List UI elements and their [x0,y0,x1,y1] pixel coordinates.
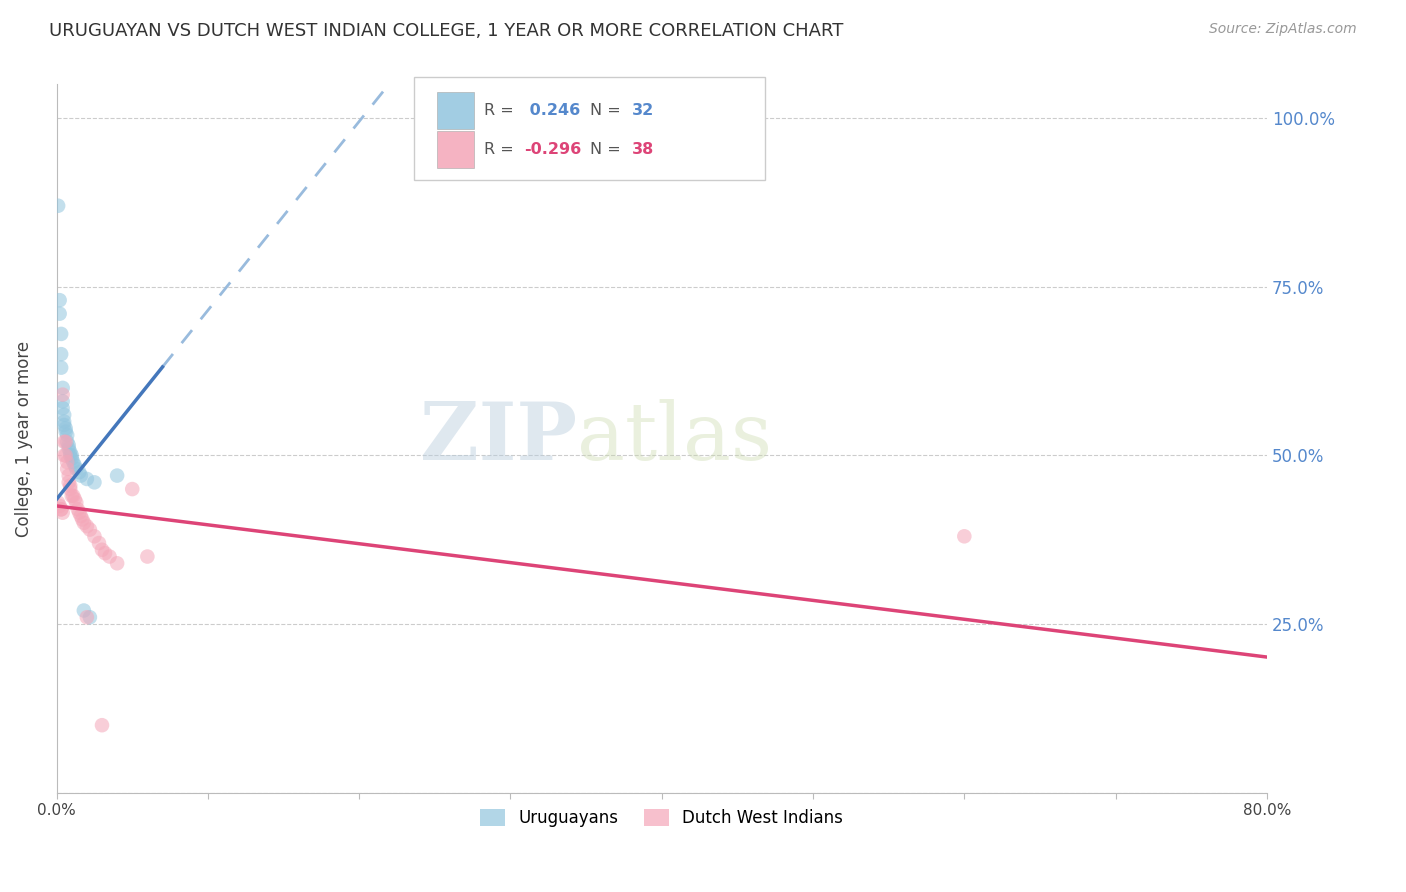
Point [62,455,84,469]
Point [53,448,76,462]
Point [76,519,98,533]
Text: 32: 32 [631,103,654,118]
Point [83,475,105,490]
Point [79,610,101,624]
Point [105,468,128,483]
Point [53,415,76,429]
Text: 38: 38 [631,142,654,157]
Point [48,307,70,321]
Point [59,448,82,462]
Point [53,417,76,432]
Point [55,434,77,449]
Point [55,425,77,439]
Point [63,458,86,473]
Point [94,546,117,560]
Point [98,549,121,564]
Point [49,502,72,516]
Point [49,360,72,375]
Point [76,472,98,486]
Point [59,445,82,459]
FancyBboxPatch shape [437,131,474,168]
Point [52,381,75,395]
FancyBboxPatch shape [437,93,474,128]
Text: N =: N = [591,103,626,118]
Point [60,448,83,462]
Point [55,448,77,462]
Point [52,387,75,401]
Point [73,516,96,530]
Text: atlas: atlas [576,400,772,477]
Point [91,542,114,557]
Point [72,512,94,526]
Point [76,610,98,624]
Text: Source: ZipAtlas.com: Source: ZipAtlas.com [1209,22,1357,37]
Point [67,506,90,520]
Point [91,718,114,732]
Point [79,523,101,537]
Point [69,468,91,483]
Point [66,502,89,516]
Point [53,434,76,449]
Point [53,408,76,422]
Point [56,428,79,442]
Point [65,495,87,509]
Text: ZIP: ZIP [420,400,576,477]
Point [58,438,80,452]
Point [56,455,79,469]
Point [73,603,96,617]
Point [69,509,91,524]
Point [67,465,90,479]
Point [52,394,75,409]
Point [48,499,70,513]
Point [87,536,110,550]
Point [60,451,83,466]
Point [52,401,75,416]
Point [46,495,69,509]
Point [56,462,79,476]
Text: 0.246: 0.246 [524,103,581,118]
Text: R =: R = [484,103,519,118]
Text: URUGUAYAN VS DUTCH WEST INDIAN COLLEGE, 1 YEAR OR MORE CORRELATION CHART: URUGUAYAN VS DUTCH WEST INDIAN COLLEGE, … [49,22,844,40]
Y-axis label: College, 1 year or more: College, 1 year or more [15,341,32,537]
Point [55,421,77,435]
Point [46,199,69,213]
Point [63,492,86,507]
Point [59,482,82,496]
Point [65,462,87,476]
Text: R =: R = [484,142,519,157]
Point [48,293,70,308]
Point [60,489,83,503]
Point [59,479,82,493]
Text: -0.296: -0.296 [524,142,581,157]
Point [136,549,159,564]
Point [49,502,72,516]
Point [121,482,143,496]
Point [953,529,976,543]
Text: N =: N = [591,142,626,157]
FancyBboxPatch shape [413,78,765,180]
Point [105,556,128,570]
Point [58,442,80,456]
Legend: Uruguayans, Dutch West Indians: Uruguayans, Dutch West Indians [474,803,849,834]
Point [83,529,105,543]
Point [58,475,80,490]
Point [49,326,72,341]
Point [58,468,80,483]
Point [52,506,75,520]
Point [56,434,79,449]
Point [62,489,84,503]
Point [49,347,72,361]
